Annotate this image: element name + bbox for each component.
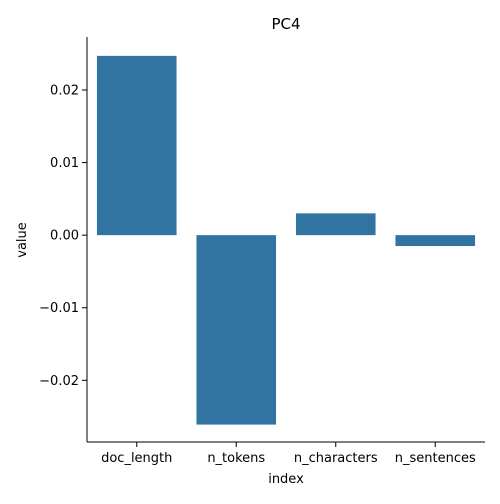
y-tick-label: 0.02 [50,83,79,98]
bar-doc-length [96,55,177,236]
bar-n-sentences [395,235,476,247]
x-axis-ticks: doc_length n_tokens n_characters n_sentence… [101,442,476,466]
x-axis-label: index [268,472,304,487]
y-tick-label: −0.01 [39,301,79,316]
bar-n-characters [295,213,376,236]
x-tick-label: n_tokens [207,451,265,466]
y-tick-label: 0.01 [50,156,79,171]
x-tick-label: n_characters [294,451,378,466]
chart-title: PC4 [271,15,300,33]
bar-n-tokens [196,235,277,425]
bars-group [96,55,476,425]
y-tick-label: 0.00 [50,229,79,244]
y-tick-label: −0.02 [39,374,79,389]
y-axis-label: value [15,222,30,258]
x-tick-label: n_sentences [395,451,476,466]
y-axis-ticks: −0.02 −0.01 0.00 0.01 0.02 [39,83,87,389]
x-tick-label: doc_length [101,451,172,466]
